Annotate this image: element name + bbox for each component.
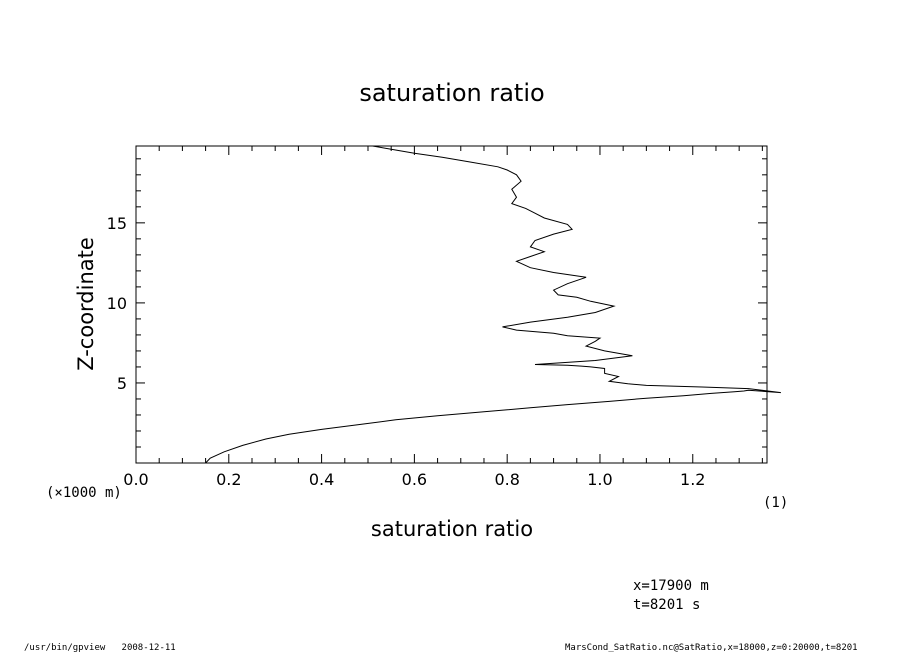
- y-tick-label: 15: [107, 214, 127, 233]
- x-tick-label: 0.8: [494, 470, 519, 489]
- footer-right: MarsCond_SatRatio.nc@SatRatio,x=18000,z=…: [565, 643, 858, 653]
- x-axis-label: saturation ratio: [371, 517, 533, 541]
- x-tick-label: 1.0: [587, 470, 612, 489]
- y-axis-unit: (×1000 m): [46, 485, 122, 501]
- x-tick-label: 0.6: [402, 470, 427, 489]
- annotation-x-position: x=17900 m: [633, 578, 709, 594]
- x-axis-unit: (1): [763, 495, 788, 511]
- x-tick-label: 0.4: [309, 470, 334, 489]
- tick-marks: [135, 146, 767, 464]
- y-tick-label: 5: [117, 374, 127, 393]
- x-tick-label: 0.0: [123, 470, 148, 489]
- plot-frame: [135, 145, 768, 464]
- y-tick-label: 10: [107, 294, 127, 313]
- y-axis-label: Z-coordinate: [74, 237, 98, 371]
- chart-title: saturation ratio: [359, 79, 544, 107]
- series-line-saturation-ratio: [205, 145, 781, 464]
- tick-labels: 0.0 0.2 0.4 0.6 0.8 1.0 1.2 5 10 15: [107, 214, 706, 489]
- x-tick-label: 0.2: [216, 470, 241, 489]
- footer-left: /usr/bin/gpview 2008-12-11: [24, 643, 176, 653]
- annotation-time: t=8201 s: [633, 597, 700, 613]
- x-tick-label: 1.2: [680, 470, 705, 489]
